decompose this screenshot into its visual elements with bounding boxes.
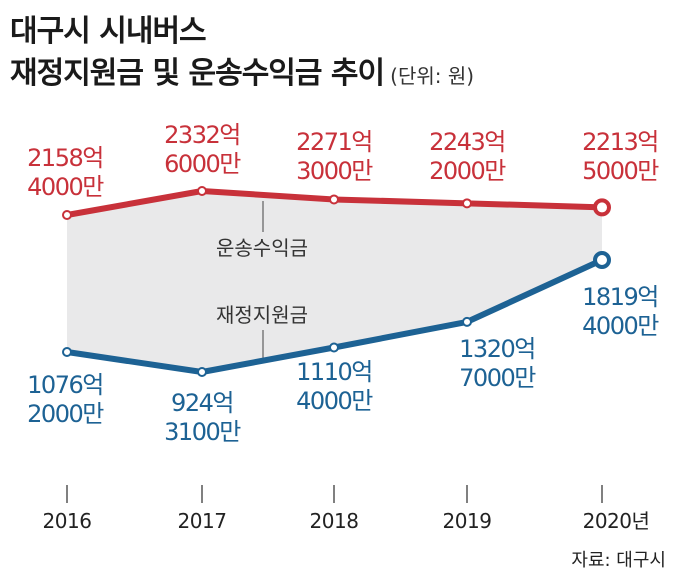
subsidy-point-2 — [197, 367, 207, 377]
subsidy-label-4-line1: 1320억 — [459, 335, 535, 363]
subsidy-label-2-line2: 3100만 — [164, 418, 241, 446]
subsidy-label-4-line2: 7000만 — [459, 364, 536, 392]
revenue-label-3-line2: 3000만 — [296, 157, 373, 185]
subsidy-point-1 — [62, 347, 72, 357]
unit-label: (단위: 원) — [390, 64, 475, 88]
revenue-label-1-line2: 4000만 — [27, 173, 104, 201]
revenue-label-4-line1: 2243억 — [429, 128, 505, 156]
subsidy-label-3-line1: 1110억 — [296, 358, 372, 386]
subsidy-label-5-line1: 1819억 — [582, 283, 658, 311]
chart-title-line2: 재정지원금 및 운송수익금 추이 (단위: 원) — [10, 56, 475, 91]
x-tick-label-5: 2020년 — [583, 509, 650, 533]
x-tick-label-4: 2019 — [443, 509, 492, 533]
source-note: 자료: 대구시 — [571, 550, 666, 571]
series-gap-band — [67, 191, 602, 372]
series-name-subsidy: 재정지원금 — [216, 303, 308, 327]
series-name-revenue: 운송수익금 — [216, 236, 308, 260]
revenue-point-1 — [62, 210, 72, 220]
subsidy-label-1-line2: 2000만 — [27, 400, 104, 428]
revenue-label-3-line1: 2271억 — [296, 128, 372, 156]
subsidy-point-5 — [593, 251, 611, 269]
revenue-point-2 — [197, 186, 207, 196]
revenue-label-1-line1: 2158억 — [27, 144, 103, 172]
x-tick-label-1: 2016 — [43, 509, 92, 533]
subsidy-point-3 — [329, 342, 339, 353]
chart-title-line1: 대구시 시내버스 — [10, 14, 207, 49]
revenue-label-5-line1: 2213억 — [582, 128, 658, 156]
revenue-point-4 — [462, 198, 472, 209]
revenue-label-2-line1: 2332억 — [164, 121, 240, 149]
subsidy-label-2-line1: 924억 — [171, 389, 233, 417]
subsidy-label-5-line2: 4000만 — [582, 312, 659, 340]
revenue-point-5 — [593, 198, 611, 217]
subsidy-label-3-line2: 4000만 — [296, 387, 373, 415]
x-tick-label-3: 2018 — [310, 509, 359, 533]
revenue-point-3 — [329, 194, 339, 205]
revenue-label-5-line2: 5000만 — [582, 157, 659, 185]
x-tick-label-2: 2017 — [178, 509, 227, 533]
subsidy-point-4 — [462, 316, 472, 327]
revenue-label-2-line2: 6000만 — [164, 150, 241, 178]
revenue-label-4-line2: 2000만 — [429, 157, 506, 185]
subsidy-label-1-line1: 1076억 — [27, 371, 103, 399]
